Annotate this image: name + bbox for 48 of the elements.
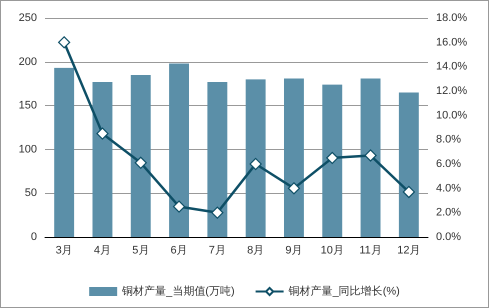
x-tick-label: 6月 — [170, 244, 188, 256]
point — [402, 186, 415, 198]
y2-tick-label: 14.0% — [436, 60, 468, 73]
point — [58, 36, 70, 48]
bar — [284, 78, 304, 237]
point — [326, 152, 338, 164]
x-tick-label: 7月 — [208, 244, 226, 256]
point — [364, 149, 377, 162]
bar — [398, 92, 419, 237]
point — [172, 200, 186, 213]
x-tick-label: 8月 — [247, 244, 264, 256]
x-tick-label: 5月 — [132, 244, 150, 256]
y2-tick-label: 2.0% — [436, 206, 462, 219]
x-tick-label: 4月 — [94, 244, 112, 256]
bar — [246, 79, 266, 237]
y-tick-label: 200 — [18, 56, 37, 68]
x-tick-label: 9月 — [285, 244, 303, 256]
y2-tick-label: 4.0% — [436, 182, 462, 194]
bar — [92, 82, 112, 237]
y2-tick-label: 12.0% — [436, 85, 468, 97]
bar — [130, 74, 151, 237]
y2-tick-label: 6.0% — [436, 158, 462, 170]
bar — [169, 64, 190, 237]
legend-label: 铜材产量_当期值(万吨) — [121, 284, 235, 298]
bar — [360, 78, 381, 237]
y2-tick-label: 16.0% — [436, 36, 468, 48]
x-tick-label: 12月 — [397, 244, 420, 256]
point — [211, 206, 224, 219]
point — [288, 182, 300, 194]
y-tick-label: 250 — [18, 12, 37, 24]
x-tick-label: 11月 — [359, 244, 382, 256]
x-tick-label: 10月 — [320, 244, 344, 256]
legend-label: 铜材产量_同比增长(%) — [288, 284, 400, 298]
bar — [54, 68, 74, 237]
y-tick-label: 150 — [18, 100, 37, 112]
point — [250, 158, 262, 170]
x-tick-label: 3月 — [56, 244, 73, 256]
point — [134, 156, 147, 169]
y-tick-label: 0 — [30, 231, 37, 243]
bar — [322, 84, 342, 237]
point — [96, 127, 109, 140]
y2-tick-label: 8.0% — [436, 134, 462, 146]
y-tick-label: 50 — [24, 187, 37, 200]
y2-tick-label: 10.0% — [436, 109, 468, 122]
bar — [207, 82, 228, 237]
y-tick-label: 100 — [18, 143, 37, 156]
y2-tick-label: 0.0% — [436, 231, 462, 243]
y2-tick-label: 18.0% — [436, 12, 468, 24]
